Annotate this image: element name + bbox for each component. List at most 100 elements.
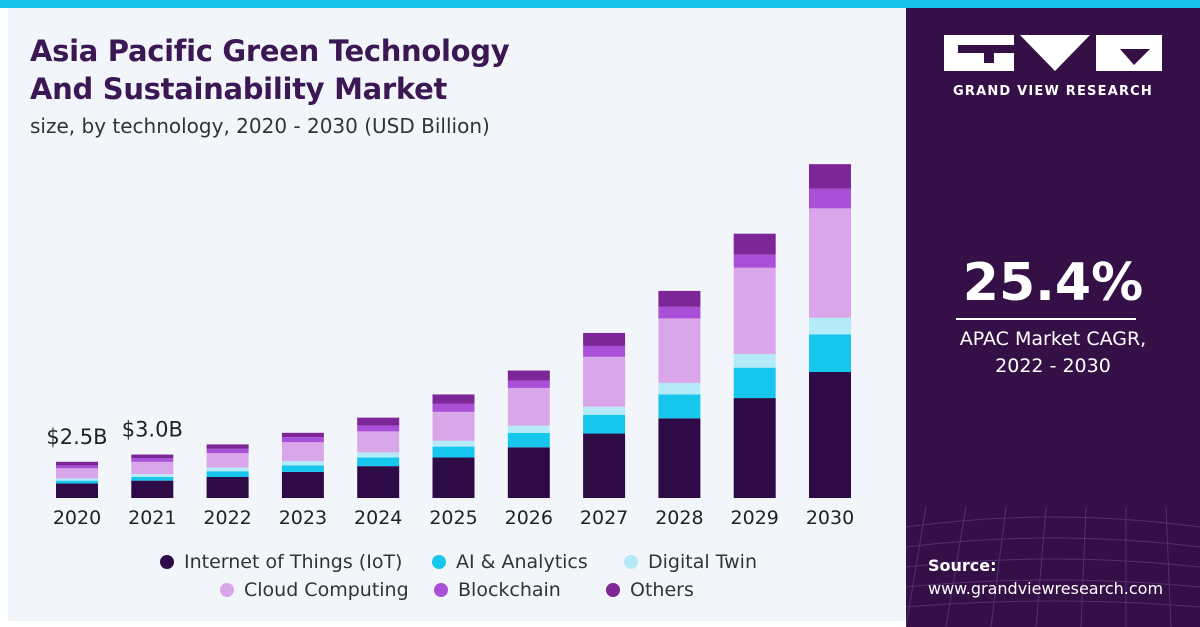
bar-2025-series-4 (432, 403, 475, 412)
bar-2021-series-4 (131, 458, 174, 462)
bar-2027-series-2 (583, 406, 626, 415)
stacked-bar-chart: 2020 2021 2022 2023 2024 2025 2026 2027 2028 2029… (46, 164, 854, 529)
bar-value-label: $2.5B (46, 425, 107, 449)
bar-2021-series-0 (131, 480, 174, 498)
bar-2030-series-0 (809, 372, 851, 498)
legend-swatch (220, 583, 234, 597)
bar-2030-series-1 (809, 334, 851, 372)
bar-2020-series-4 (56, 465, 98, 469)
cagr-value: 25.4% (962, 253, 1144, 313)
cagr-label: APAC Market CAGR, 2022 - 2030 (906, 326, 1200, 380)
bar-2028-series-3 (658, 318, 701, 383)
bar-2028-series-2 (658, 382, 701, 395)
legend-swatch (160, 555, 174, 569)
bar-2028-series-0 (658, 418, 701, 498)
bar-value-label: $3.0B (122, 418, 183, 442)
legend-item: Others (606, 579, 694, 601)
bar-2020-series-1 (56, 480, 98, 484)
bar-2024-series-1 (357, 457, 400, 467)
bar-2027-series-5 (583, 332, 626, 346)
bar-2025-series-3 (432, 411, 475, 441)
chart-subtitle: size, by technology, 2020 - 2030 (USD Bi… (30, 114, 490, 138)
x-tick-label: 2030 (806, 507, 854, 529)
bar-2023-series-1 (281, 465, 324, 472)
bar-2023-series-0 (281, 471, 324, 498)
x-tick-label: 2029 (731, 507, 779, 529)
bar-2022-series-4 (206, 448, 249, 454)
bar-2024-series-5 (357, 417, 400, 426)
bar-2022-series-5 (206, 444, 249, 449)
bar-2023-series-2 (281, 461, 324, 466)
legend-item: Internet of Things (IoT) (160, 551, 402, 573)
bar-2023-series-5 (281, 432, 324, 438)
legend-swatch (432, 555, 446, 569)
x-tick-label: 2026 (505, 507, 553, 529)
bar-2026-series-3 (507, 387, 550, 426)
bottom-margin (0, 621, 906, 627)
bar-2026-series-1 (507, 432, 550, 448)
bar-2026-series-5 (507, 370, 550, 381)
bar-2027-series-3 (583, 356, 626, 407)
x-tick-label: 2023 (279, 507, 327, 529)
bar-2027-series-1 (583, 414, 626, 434)
bar-2026-series-2 (507, 425, 550, 433)
legend-item: Cloud Computing (220, 579, 409, 601)
bar-2028-series-4 (658, 306, 701, 319)
bar-2030-series-4 (809, 188, 851, 209)
legend-item: Digital Twin (624, 551, 757, 573)
bar-2023-series-4 (281, 437, 324, 443)
legend-swatch (434, 583, 448, 597)
legend-swatch (624, 555, 638, 569)
bar-2025-series-2 (432, 440, 475, 447)
legend-label: Cloud Computing (244, 579, 409, 601)
grid-decoration (906, 507, 1200, 627)
bar-2026-series-4 (507, 380, 550, 388)
x-tick-label: 2027 (580, 507, 628, 529)
bar-2022-series-0 (206, 477, 249, 498)
bar-2027-series-4 (583, 345, 626, 357)
bar-2024-series-4 (357, 425, 400, 432)
chart-title-line1: Asia Pacific Green Technology (30, 34, 510, 68)
cagr-label-line1: APAC Market CAGR, (959, 328, 1147, 350)
legend-label: Internet of Things (IoT) (184, 551, 403, 573)
x-tick-label: 2025 (429, 507, 477, 529)
bar-2021-series-5 (131, 454, 174, 459)
bar-2022-series-1 (206, 471, 249, 477)
bar-2029-series-4 (733, 254, 776, 268)
legend-label: Others (630, 579, 694, 601)
bar-2024-series-0 (357, 466, 400, 498)
bar-2020-series-2 (56, 478, 98, 481)
legend-swatch (606, 583, 620, 597)
source-url: www.grandviewresearch.com (928, 579, 1164, 598)
chart-title-line2: And Sustainability Market (30, 72, 448, 106)
bar-2024-series-3 (357, 431, 400, 453)
bar-2021-series-3 (131, 461, 174, 475)
bar-2028-series-5 (658, 290, 701, 307)
bar-2029-series-0 (733, 398, 776, 498)
bar-2026-series-0 (507, 447, 550, 498)
cagr-divider (956, 318, 1136, 320)
bar-2020-series-5 (56, 461, 98, 466)
bar-2025-series-1 (432, 446, 475, 458)
bar-2025-series-5 (432, 394, 475, 404)
bar-2028-series-1 (658, 394, 701, 419)
legend-label: AI & Analytics (456, 551, 588, 573)
bar-2020-series-0 (56, 483, 98, 498)
bar-2030-series-3 (809, 208, 851, 318)
bar-2022-series-3 (206, 453, 249, 468)
brand-panel: GRAND VIEW RESEARCH 25.4% APAC Market CA… (906, 8, 1200, 627)
bar-2021-series-2 (131, 474, 174, 477)
bar-2023-series-3 (281, 442, 324, 462)
bar-2029-series-2 (733, 353, 776, 368)
top-accent-bar (0, 0, 1200, 8)
bar-2029-series-1 (733, 367, 776, 399)
legend-label: Blockchain (458, 579, 561, 601)
bar-2030-series-5 (809, 164, 851, 189)
x-tick-label: 2020 (53, 507, 101, 529)
x-tick-label: 2024 (354, 507, 402, 529)
bar-2029-series-5 (733, 233, 776, 255)
bar-2025-series-0 (432, 457, 475, 498)
bar-2022-series-2 (206, 467, 249, 472)
gvr-logo-icon (944, 35, 1162, 71)
x-tick-label: 2028 (655, 507, 703, 529)
